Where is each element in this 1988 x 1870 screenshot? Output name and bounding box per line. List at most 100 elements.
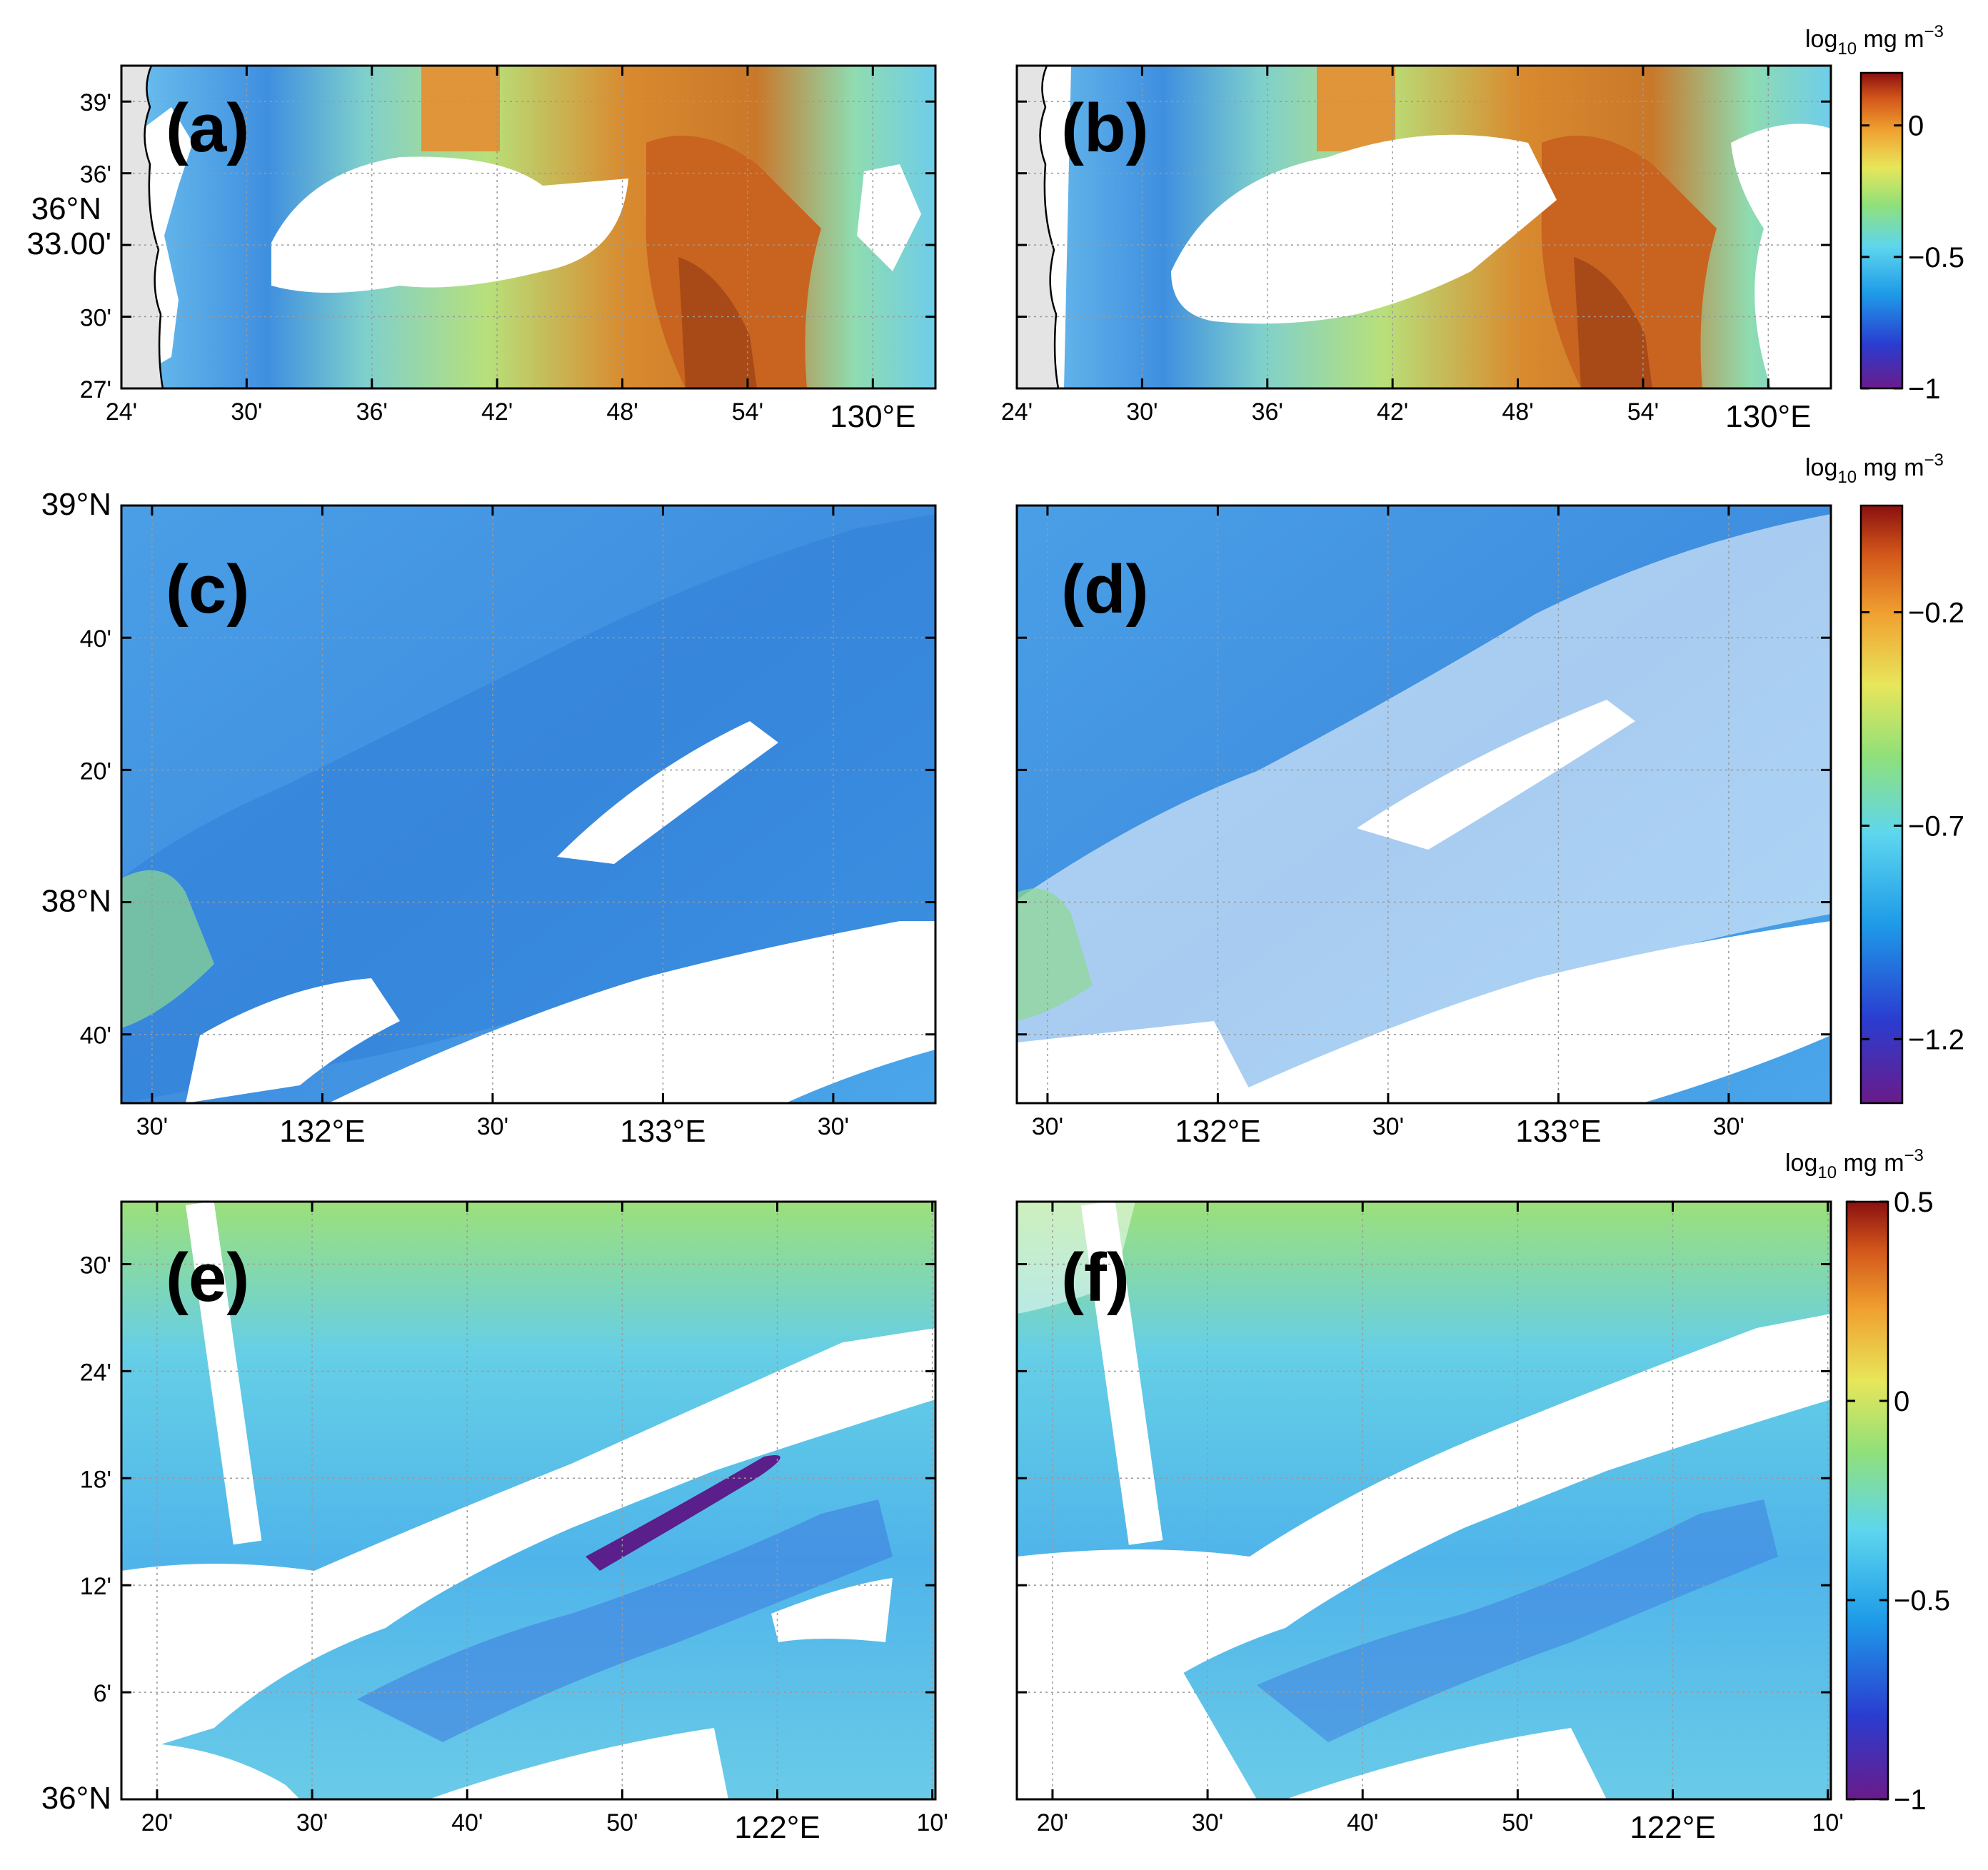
panel-c-frame bbox=[120, 504, 937, 1105]
panel-f: 20' 30' 40' 50' 122°E 10' (f) bbox=[1015, 1200, 1844, 1845]
panel-d-label: (d) bbox=[1061, 551, 1149, 628]
x-tick-label: 48' bbox=[1502, 398, 1533, 426]
colorbar-tick-label: −0.5 bbox=[1894, 1585, 1950, 1617]
colorbar-tick-label: −0.5 bbox=[1908, 242, 1964, 273]
panel-f-ticks: 20' 30' 40' 50' 122°E 10' bbox=[1017, 1202, 1844, 1845]
y-tick-label: 20' bbox=[80, 758, 111, 785]
x-tick-label: 48' bbox=[606, 398, 638, 426]
colorbar-tick-label: 0.5 bbox=[1894, 1187, 1934, 1218]
x-tick-label: 54' bbox=[732, 398, 763, 426]
y-tick-label: 36°N bbox=[41, 1781, 111, 1816]
panel-d-field bbox=[1017, 506, 1831, 1103]
y-tick-label: 40' bbox=[80, 1022, 111, 1050]
x-tick-label: 133°E bbox=[620, 1114, 706, 1149]
colorbar-tick-label: −0.7 bbox=[1908, 810, 1964, 842]
colorbar-tick-label: 0 bbox=[1908, 111, 1924, 142]
y-tick-label-extra: 36°N bbox=[31, 191, 101, 226]
y-tick-label: 24' bbox=[80, 1359, 111, 1386]
x-tick-label: 122°E bbox=[734, 1810, 820, 1845]
x-tick-label: 50' bbox=[1502, 1809, 1533, 1836]
colorbar-row3: log10 mg m−3 0.5 0 −0.5 −1 bbox=[1785, 1146, 1950, 1816]
x-tick-label: 20' bbox=[1037, 1809, 1068, 1836]
panel-b: 24' 30' 36' 42' 48' 54' 130°E (b) bbox=[1001, 64, 1832, 434]
panel-b-land bbox=[1015, 64, 1060, 390]
y-tick-label: 39°N bbox=[41, 487, 111, 522]
y-tick-label: 6' bbox=[94, 1680, 111, 1707]
x-tick-label: 42' bbox=[1377, 398, 1408, 426]
x-tick-label: 130°E bbox=[1725, 399, 1811, 434]
colorbar-tick-label: −0.2 bbox=[1908, 597, 1964, 628]
x-tick-label: 40' bbox=[451, 1809, 483, 1836]
panel-b-label: (b) bbox=[1061, 90, 1149, 166]
panel-d: 30' 132°E 30' 133°E 30' (d) bbox=[1015, 504, 1832, 1149]
colorbar-row2-ticks: −0.2 −0.7 −1.2 bbox=[1861, 597, 1964, 1055]
x-tick-label: 30' bbox=[818, 1113, 849, 1140]
x-tick-label: 40' bbox=[1347, 1809, 1378, 1836]
colorbar-row2-scale bbox=[1859, 504, 1904, 1105]
y-tick-label: 38°N bbox=[41, 884, 111, 919]
panel-e-ticks: 20' 30' 40' 50' 122°E 10' 36°N 6' 12' 18' 24' 30' bbox=[41, 1202, 948, 1845]
x-tick-label: 24' bbox=[1001, 398, 1033, 426]
panel-f-label: (f) bbox=[1061, 1240, 1130, 1316]
panel-f-gridlines bbox=[1017, 1202, 1831, 1799]
x-tick-label: 132°E bbox=[279, 1114, 365, 1149]
y-tick-label: 36' bbox=[80, 161, 111, 188]
panel-e-frame bbox=[120, 1200, 937, 1801]
panel-f-frame bbox=[1015, 1200, 1832, 1801]
panel-e: 20' 30' 40' 50' 122°E 10' 36°N 6' 12' 18' 24' 30' (… bbox=[41, 1200, 948, 1845]
colorbar-row2-title: log10 mg m−3 bbox=[1805, 451, 1944, 487]
panel-d-frame bbox=[1015, 504, 1832, 1105]
x-tick-label: 132°E bbox=[1175, 1114, 1260, 1149]
x-tick-label: 20' bbox=[141, 1809, 173, 1836]
colorbar-tick-label: −1 bbox=[1908, 373, 1941, 405]
y-tick-label: 18' bbox=[80, 1466, 111, 1493]
panel-a-label: (a) bbox=[166, 90, 249, 166]
colorbar-row3-ticks: 0.5 0 −0.5 −1 bbox=[1847, 1187, 1950, 1816]
y-tick-label: 33.00' bbox=[26, 226, 111, 261]
panel-d-gridlines bbox=[1017, 506, 1831, 1103]
y-tick-label: 12' bbox=[80, 1573, 111, 1600]
x-tick-label: 10' bbox=[1812, 1809, 1844, 1836]
panel-c-gridlines bbox=[121, 506, 935, 1103]
colorbar-row3-title: log10 mg m−3 bbox=[1785, 1146, 1924, 1182]
y-tick-label: 30' bbox=[80, 1252, 111, 1279]
x-tick-label: 30' bbox=[231, 398, 262, 426]
colorbar-tick-label: −1.2 bbox=[1908, 1024, 1964, 1055]
x-tick-label: 122°E bbox=[1630, 1810, 1715, 1845]
x-tick-label: 36' bbox=[356, 398, 388, 426]
x-tick-label: 30' bbox=[1713, 1113, 1744, 1140]
colorbar-tick-label: −1 bbox=[1894, 1784, 1927, 1816]
colorbar-row3-scale bbox=[1845, 1200, 1889, 1801]
panel-c-label: (c) bbox=[166, 551, 249, 628]
x-tick-label: 30' bbox=[1032, 1113, 1063, 1140]
panel-c-field bbox=[121, 506, 935, 1103]
x-tick-label: 42' bbox=[481, 398, 513, 426]
panel-c-ticks: 30' 132°E 30' 133°E 30' 40' 38°N 20' 40' 39°N bbox=[41, 487, 935, 1149]
x-tick-label: 54' bbox=[1627, 398, 1659, 426]
panel-f-field bbox=[1017, 1202, 1831, 1799]
panel-a-gridlines bbox=[121, 66, 935, 388]
panel-e-gridlines bbox=[121, 1202, 935, 1799]
x-tick-label: 30' bbox=[296, 1809, 328, 1836]
panel-c: 30' 132°E 30' 133°E 30' 40' 38°N 20' 40' 39°N (c) bbox=[41, 487, 937, 1149]
x-tick-label: 36' bbox=[1252, 398, 1283, 426]
panel-d-ticks: 30' 132°E 30' 133°E 30' bbox=[1017, 504, 1831, 1149]
panel-a-ticks: 24' 30' 36' 42' 48' 54' 130°E 27' 30' 33.00' 36' 39… bbox=[26, 66, 935, 434]
colorbar-row1-ticks: 0 −0.5 −1 bbox=[1861, 111, 1964, 405]
panel-a: 24' 30' 36' 42' 48' 54' 130°E 27' 30' 33.00' 36' 39… bbox=[26, 64, 937, 434]
x-tick-label: 24' bbox=[106, 398, 137, 426]
y-tick-label: 27' bbox=[80, 376, 111, 403]
x-tick-label: 133°E bbox=[1515, 1114, 1601, 1149]
y-tick-label: 39' bbox=[80, 89, 111, 116]
colorbar-row2: log10 mg m−3 −0.2 −0.7 −1.2 bbox=[1805, 451, 1964, 1105]
x-tick-label: 30' bbox=[1126, 398, 1158, 426]
x-tick-label: 30' bbox=[1372, 1113, 1404, 1140]
panel-e-label: (e) bbox=[166, 1240, 249, 1316]
panel-b-frame bbox=[1015, 64, 1832, 390]
colorbar-tick-label: 0 bbox=[1894, 1386, 1909, 1417]
x-tick-label: 50' bbox=[606, 1809, 638, 1836]
x-tick-label: 10' bbox=[917, 1809, 948, 1836]
panel-e-field bbox=[121, 1202, 935, 1799]
colorbar-row1-title: log10 mg m−3 bbox=[1805, 22, 1944, 59]
